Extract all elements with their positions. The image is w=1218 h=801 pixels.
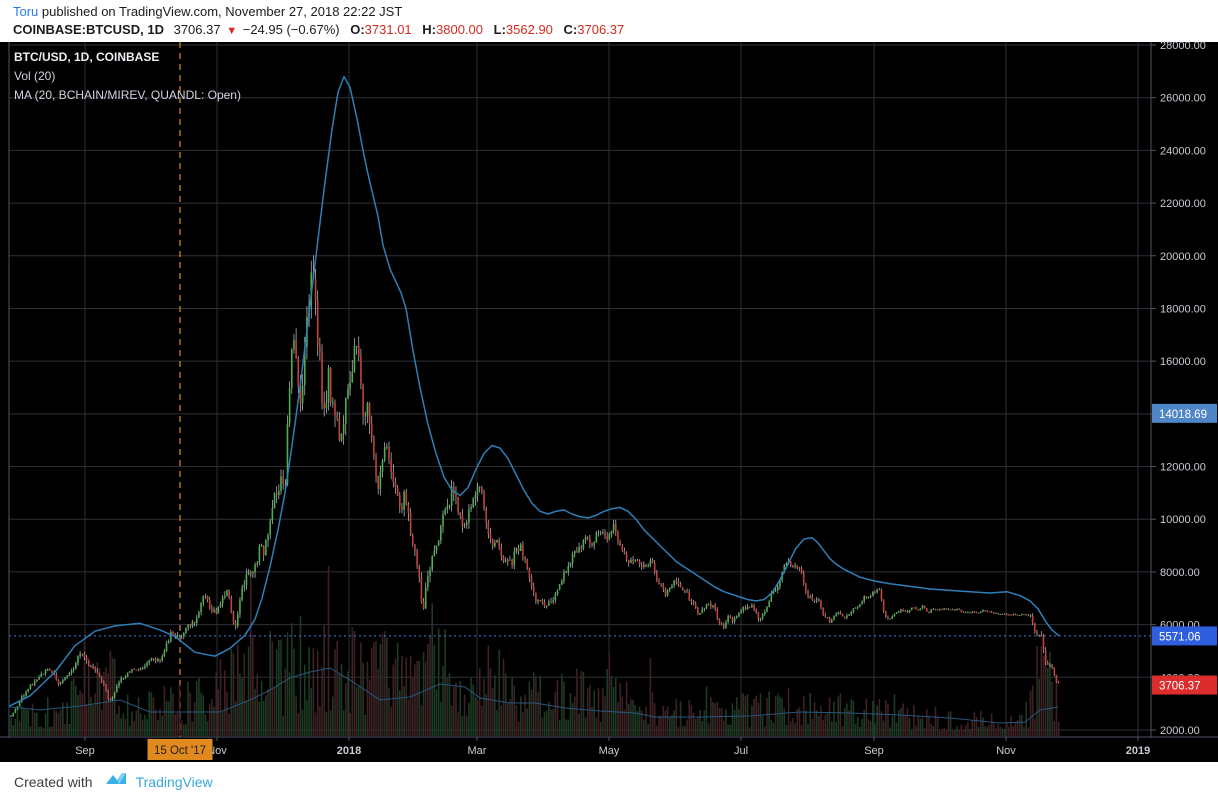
open-label: O:: [350, 22, 365, 37]
published-line: Toru published on TradingView.com, Novem…: [13, 3, 1218, 21]
time-axis-label: May: [599, 745, 620, 757]
author-link[interactable]: Toru: [13, 4, 39, 19]
close-value: 3706.37: [577, 22, 625, 37]
volume-ma-line: [9, 667, 1059, 724]
price-axis-label: 8000.00: [1160, 567, 1200, 579]
published-text: published on TradingView.com, November 2…: [41, 4, 403, 19]
price-axis: 2000.004000.006000.008000.0010000.001200…: [1151, 42, 1206, 737]
price-axis-label: 20000.00: [1160, 251, 1206, 263]
close-label: C:: [563, 22, 578, 37]
symbol-status-line: COINBASE:BTCUSD, 1D 3706.37 ▼ −24.95 (−0…: [13, 21, 1218, 40]
price-axis-label: 28000.00: [1160, 42, 1206, 52]
grid: [9, 42, 1151, 737]
high-value: 3800.00: [436, 22, 484, 37]
price-badge: 14018.69: [1152, 403, 1217, 423]
time-axis-label: 2019: [1126, 745, 1150, 757]
low-label: L:: [493, 22, 506, 37]
chart-area: 2000.004000.006000.008000.0010000.001200…: [0, 42, 1218, 762]
time-axis-label: Jul: [734, 745, 748, 757]
price-axis-label: 22000.00: [1160, 198, 1206, 210]
event-date-badge: 15 Oct '17: [147, 739, 213, 760]
price-axis-label: 24000.00: [1160, 145, 1206, 157]
symbol-name: COINBASE:BTCUSD, 1D: [13, 22, 164, 37]
open-value: 3731.01: [364, 22, 412, 37]
price-axis-label: 10000.00: [1160, 514, 1206, 526]
created-with-text: Created with: [14, 773, 93, 790]
price-axis-label: 12000.00: [1160, 462, 1206, 474]
snapshot-footer: Created with TradingView: [0, 762, 1218, 801]
price-badge: 3706.37: [1152, 675, 1217, 695]
snapshot-header: Toru published on TradingView.com, Novem…: [0, 0, 1218, 42]
candlestick-series: [10, 255, 1060, 717]
tradingview-brand-link[interactable]: TradingView: [135, 773, 213, 790]
ma-line: [8, 75, 1060, 707]
time-axis-label: Sep: [75, 745, 95, 757]
price-badge-value: 5571.06: [1159, 631, 1201, 643]
price-axis-label: 26000.00: [1160, 93, 1206, 105]
price-badge-value: 14018.69: [1159, 409, 1207, 421]
time-axis-label: 2018: [337, 745, 361, 757]
chart-canvas[interactable]: 2000.004000.006000.008000.0010000.001200…: [0, 42, 1218, 762]
low-value: 3562.90: [505, 22, 553, 37]
price-axis-label: 18000.00: [1160, 303, 1206, 315]
time-axis-label: Nov: [996, 745, 1016, 757]
time-axis-label: Sep: [864, 745, 884, 757]
event-date-badge-label: 15 Oct '17: [154, 745, 206, 757]
tradingview-logo-icon: [105, 771, 129, 792]
price-badge: 5571.06: [1152, 626, 1217, 646]
price-badges: 14018.69 5571.06 3706.37: [1152, 403, 1217, 695]
high-label: H:: [422, 22, 437, 37]
price-axis-label: 2000.00: [1160, 725, 1200, 737]
last-price: 3706.37: [173, 22, 221, 37]
price-badge-value: 3706.37: [1159, 681, 1201, 693]
price-axis-label: 16000.00: [1160, 356, 1206, 368]
price-change: −24.95 (−0.67%): [242, 22, 340, 37]
down-arrow-icon: ▼: [226, 25, 238, 37]
time-axis-label: Mar: [468, 745, 487, 757]
